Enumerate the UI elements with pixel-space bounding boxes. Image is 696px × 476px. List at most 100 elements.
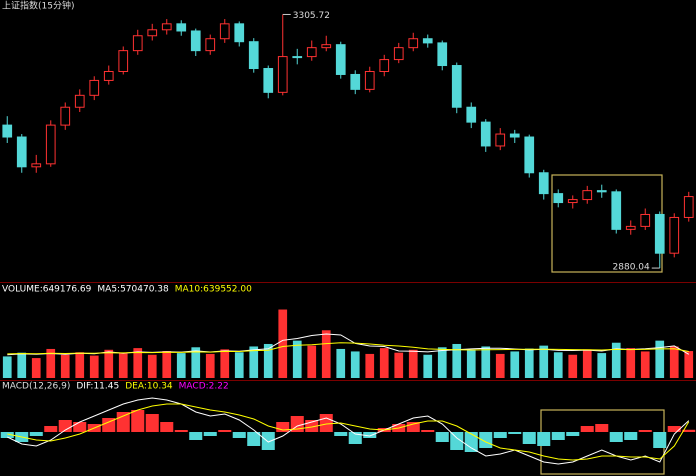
macd-bar	[189, 432, 203, 440]
macd-bar	[218, 430, 232, 432]
macd-bar	[319, 414, 333, 432]
volume-bar	[75, 352, 85, 378]
candle-body	[364, 70, 375, 90]
macd-bar	[682, 429, 696, 432]
legend-entry: MACD(12,26,9)	[2, 382, 70, 392]
volume-bar	[684, 351, 694, 378]
legend-entry: DEA:10.34	[125, 382, 173, 392]
candle-body	[596, 190, 607, 193]
macd-bar	[348, 432, 362, 444]
candle-body	[234, 23, 245, 43]
volume-bar	[582, 349, 592, 378]
volume-bar	[452, 343, 462, 378]
candle-body	[553, 193, 564, 204]
volume-bar	[17, 352, 27, 378]
volume-bar	[365, 353, 375, 378]
macd-bar	[566, 432, 580, 436]
macd-bar	[363, 432, 377, 438]
macd-bar	[232, 432, 246, 438]
candle-body	[480, 121, 491, 147]
volume-bar	[336, 348, 346, 378]
candle-body	[190, 30, 201, 52]
candle-body	[437, 42, 448, 67]
macd-bar	[638, 430, 652, 432]
candle-body	[654, 213, 665, 254]
volume-bar	[176, 353, 186, 378]
macd-bar	[276, 422, 290, 432]
candle-body	[118, 50, 129, 72]
ma-line	[7, 342, 689, 355]
volume-bar	[89, 355, 99, 378]
candle-body	[567, 199, 578, 204]
legend-entry: VOLUME:649176.69	[2, 285, 92, 295]
candle-body	[263, 68, 274, 93]
legend-entry: MA10:639552.00	[175, 285, 252, 295]
chart-title: 上证指数(15分钟)	[2, 0, 74, 12]
macd-bar	[667, 426, 681, 432]
candle-body	[277, 56, 288, 93]
candle-body	[625, 225, 636, 230]
volume-bar	[46, 348, 56, 378]
macd-bar	[203, 432, 217, 436]
macd-bar	[624, 432, 638, 440]
volume-bar	[104, 349, 114, 378]
macd-line	[7, 403, 690, 461]
candle-body	[422, 38, 433, 44]
candle-body	[2, 124, 13, 138]
candle-body	[538, 172, 549, 195]
volume-bar	[2, 356, 12, 378]
volume-bar	[423, 354, 433, 378]
volume-bar	[568, 354, 578, 378]
macd-bar	[580, 426, 594, 432]
volume-bar	[118, 353, 128, 378]
volume-bar	[220, 349, 230, 378]
macd-bar	[0, 432, 14, 438]
candle-body	[640, 213, 651, 227]
volume-bar	[350, 351, 360, 378]
volume-bar	[263, 343, 273, 378]
candle-body	[509, 133, 520, 138]
candle-body	[335, 44, 346, 75]
candle-body	[495, 133, 506, 147]
volume-bar	[408, 349, 418, 378]
candle-body	[408, 38, 419, 49]
macd-bar	[522, 432, 536, 444]
macd-bar	[551, 432, 565, 440]
volume-bar	[466, 349, 476, 378]
candle-body	[219, 23, 230, 40]
candle-body	[31, 163, 42, 168]
candle-body	[60, 106, 71, 126]
legend-entry: MACD:2.22	[179, 382, 229, 392]
candle-body	[669, 216, 680, 254]
macd-bar	[102, 418, 116, 432]
macd-bar	[406, 422, 420, 432]
candle-body	[45, 124, 56, 165]
volume-bar	[611, 342, 621, 378]
candle-body	[74, 94, 85, 108]
volume-bar	[191, 347, 201, 378]
macd-bar	[508, 432, 522, 434]
volume-bar	[292, 340, 302, 378]
macd-bar	[421, 430, 435, 432]
macd-bar	[145, 414, 159, 432]
macd-bar	[493, 432, 507, 438]
volume-bar	[510, 351, 520, 378]
macd-bar	[58, 420, 72, 432]
macd-bar	[334, 432, 348, 436]
volume-bar	[147, 354, 157, 378]
volume-bar	[437, 347, 447, 378]
max-label: 3305.72	[293, 11, 330, 21]
volume-bar	[60, 354, 70, 378]
macd-bar	[450, 432, 464, 450]
volume-bar	[524, 348, 534, 378]
min-label: 2880.04	[613, 263, 650, 273]
macd-bar	[174, 430, 188, 432]
candle-body	[103, 70, 114, 81]
candle-body	[306, 47, 317, 58]
macd-bar	[160, 422, 174, 432]
macd-bar	[609, 432, 623, 442]
macd-line	[7, 397, 690, 465]
volume-bar	[655, 340, 665, 378]
candle-body	[321, 44, 332, 49]
